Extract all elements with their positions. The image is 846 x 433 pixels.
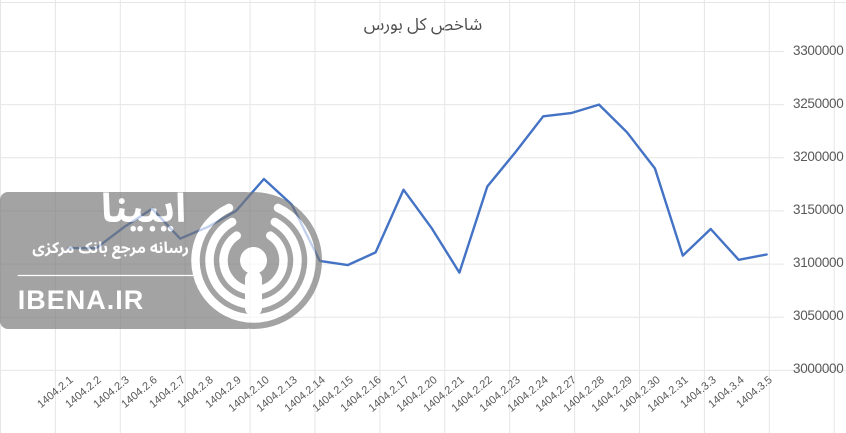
svg-text:IBENA.IR: IBENA.IR	[18, 285, 145, 315]
svg-text:رسانه مرجع بانک مرکزی: رسانه مرجع بانک مرکزی	[32, 233, 189, 265]
